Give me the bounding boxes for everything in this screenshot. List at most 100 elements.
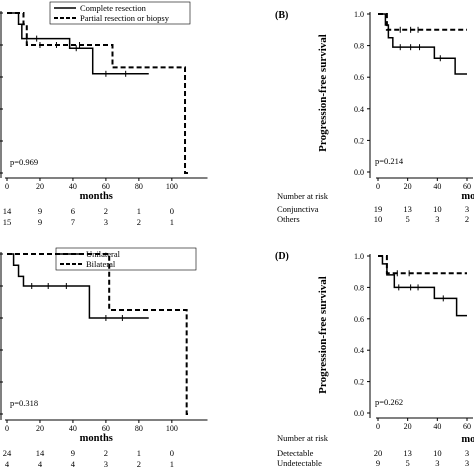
- x-axis-label: mont: [461, 434, 474, 445]
- panel-label: (B): [275, 10, 288, 21]
- risk-count: 24: [3, 448, 12, 458]
- y-tick-label: 0.2: [354, 136, 364, 145]
- risk-count: 13: [403, 204, 412, 214]
- p-value-label: p=0.969: [10, 157, 38, 167]
- km-panel-3: 0 20 40 60 80 100monthsUnilateralBilateralp=0…: [0, 247, 208, 469]
- x-axis-label: months: [80, 191, 113, 202]
- y-axis-label: Progression-free survival: [317, 276, 329, 394]
- panel-label: (D): [275, 251, 289, 262]
- risk-count: 14: [3, 206, 12, 216]
- survival-curve-solid: [7, 12, 149, 75]
- y-axis-label: Progression-free survival: [317, 34, 329, 152]
- y-tick-label: 0.2: [354, 378, 364, 387]
- risk-count: 3: [465, 448, 469, 458]
- x-tick-label: 20: [36, 424, 44, 433]
- x-tick-label: 0: [5, 182, 9, 191]
- risk-count: 10: [433, 448, 442, 458]
- risk-count: 13: [403, 448, 412, 458]
- risk-count: 10: [374, 214, 383, 224]
- x-tick-label: 60: [463, 422, 471, 431]
- risk-count: 4: [5, 459, 10, 469]
- y-tick-label: 0.0: [354, 409, 364, 418]
- y-tick-label: 0.6: [354, 73, 364, 82]
- risk-count: 0: [170, 206, 174, 216]
- y-tick-label: 0.0: [354, 168, 364, 177]
- risk-table-title: Number at risk: [277, 433, 329, 443]
- risk-count: 2: [104, 448, 108, 458]
- km-panel-4: 0.0 0.2 0.4 0.6 0.8 1.0 0 20 40 60 mont Progression…: [275, 251, 474, 468]
- y-tick-label: 0.4: [354, 346, 364, 355]
- survival-curve-dashed: [378, 255, 467, 275]
- x-tick-label: 40: [433, 182, 441, 191]
- x-tick-label: 60: [463, 182, 471, 191]
- p-value-label: p=0.318: [10, 398, 38, 408]
- risk-count: 19: [374, 204, 383, 214]
- legend-label: Partial resection or biopsy: [80, 13, 170, 23]
- x-tick-label: 80: [135, 182, 143, 191]
- risk-count: 5: [406, 214, 410, 224]
- survival-curve-solid: [7, 253, 149, 319]
- risk-count: 3: [465, 204, 469, 214]
- risk-count: 15: [3, 217, 12, 227]
- x-tick-label: 100: [166, 424, 178, 433]
- risk-count: 3: [465, 458, 469, 468]
- legend-label: Unilateral: [86, 249, 121, 259]
- risk-row-label: Others: [277, 214, 300, 224]
- x-tick-label: 20: [36, 182, 44, 191]
- y-tick-label: 1.0: [354, 252, 364, 261]
- legend-box: [55, 247, 197, 271]
- y-tick-label: 0.8: [354, 283, 364, 292]
- risk-count: 4: [38, 459, 43, 469]
- legend-label: Complete resection: [80, 3, 147, 13]
- risk-count: 9: [38, 217, 42, 227]
- risk-count: 3: [104, 459, 108, 469]
- risk-count: 3: [435, 214, 439, 224]
- x-tick-label: 20: [404, 182, 412, 191]
- x-tick-label: 0: [5, 424, 9, 433]
- risk-count: 14: [36, 448, 45, 458]
- x-tick-label: 40: [433, 422, 441, 431]
- risk-count: 2: [137, 217, 141, 227]
- survival-curve-dashed: [7, 253, 189, 415]
- x-tick-label: 60: [102, 182, 110, 191]
- legend-label: Bilateral: [86, 259, 116, 269]
- y-tick-label: 0.8: [354, 42, 364, 51]
- survival-curve-solid: [378, 255, 467, 317]
- risk-count: 20: [374, 448, 383, 458]
- risk-row-label: Detectable: [277, 448, 314, 458]
- x-axis-label: mont: [461, 191, 474, 202]
- x-tick-label: 60: [102, 424, 110, 433]
- risk-row-label: Undetectable: [277, 458, 322, 468]
- risk-count: 2: [465, 214, 469, 224]
- risk-count: 0: [170, 448, 174, 458]
- x-tick-label: 100: [166, 182, 178, 191]
- risk-table-title: Number at risk: [277, 191, 329, 201]
- risk-count: 3: [435, 458, 439, 468]
- risk-count: 9: [71, 448, 75, 458]
- x-tick-label: 40: [69, 424, 77, 433]
- p-value-label: p=0.214: [375, 156, 404, 166]
- y-tick-label: 0.6: [354, 315, 364, 324]
- risk-count: 4: [71, 459, 76, 469]
- y-tick-label: 0.4: [354, 105, 364, 114]
- legend-box: [49, 1, 191, 25]
- survival-curve-solid: [378, 13, 467, 75]
- risk-count: 1: [170, 459, 174, 469]
- risk-count: 9: [38, 206, 42, 216]
- risk-count: 5: [406, 458, 410, 468]
- x-axis-label: months: [80, 433, 113, 444]
- x-tick-label: 0: [376, 182, 380, 191]
- risk-count: 2: [104, 206, 108, 216]
- risk-count: 6: [71, 206, 75, 216]
- risk-count: 1: [137, 448, 141, 458]
- risk-count: 1: [137, 206, 141, 216]
- survival-curve-dashed: [378, 13, 467, 31]
- p-value-label: p=0.262: [375, 397, 403, 407]
- x-tick-label: 20: [404, 422, 412, 431]
- risk-count: 7: [71, 217, 75, 227]
- survival-curve-dashed: [7, 12, 189, 174]
- km-panel-2: 0.0 0.2 0.4 0.6 0.8 1.0 0 20 40 60mont Progression…: [275, 10, 474, 224]
- risk-count: 10: [433, 204, 442, 214]
